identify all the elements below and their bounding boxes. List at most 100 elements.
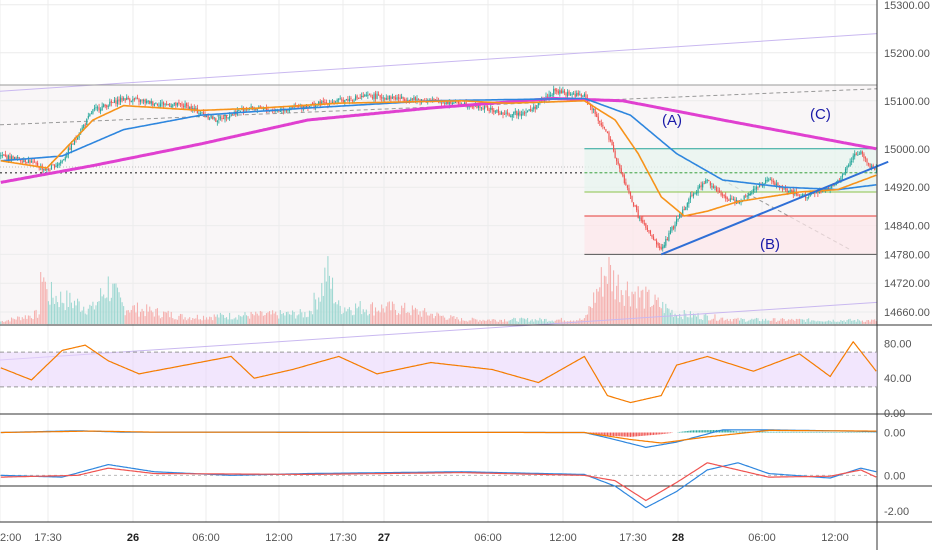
macd-histogram-bar (788, 432, 789, 433)
candle (212, 116, 213, 119)
macd-histogram-bar (619, 433, 620, 437)
volume-bar (181, 314, 182, 324)
macd-histogram-bar (737, 432, 738, 433)
candle-body (759, 185, 760, 187)
candle-body (487, 106, 488, 110)
volume-bar (168, 311, 169, 324)
candle-body (604, 127, 605, 128)
candle-body (51, 165, 52, 169)
volume-bar (263, 316, 264, 324)
volume-bar (377, 312, 378, 324)
candle-body (180, 103, 181, 104)
volume-bar (842, 321, 843, 324)
candle-body (369, 94, 370, 95)
candle-body (564, 91, 565, 93)
volume-bar (5, 321, 6, 324)
candle-body (43, 169, 44, 170)
volume-bar (750, 320, 751, 324)
candle-body (671, 227, 672, 231)
volume-bar (266, 313, 267, 324)
macd-axis-tick-label: 0.00 (884, 428, 905, 440)
candle-body (384, 98, 385, 99)
volume-bar (228, 319, 229, 324)
macd-histogram-bar (741, 432, 742, 433)
volume-bar (275, 312, 276, 324)
volume-bar (373, 316, 374, 324)
candle-body (624, 175, 625, 183)
volume-bar (585, 315, 586, 324)
candle-body (556, 90, 557, 92)
candle-body (707, 180, 708, 181)
volume-bar (796, 319, 797, 324)
candle-body (773, 181, 774, 182)
candle-body (217, 121, 218, 122)
candle-body (102, 106, 103, 110)
macd-histogram-bar (613, 433, 614, 436)
candle (685, 207, 686, 211)
volume-bar (99, 301, 100, 324)
macd-histogram-bar (731, 431, 732, 433)
candle-body (218, 117, 219, 120)
candle-body (340, 98, 341, 99)
candle-body (697, 187, 698, 193)
volume-bar (734, 319, 735, 324)
candle-body (621, 168, 622, 173)
macd-histogram-bar (770, 432, 771, 433)
macd-histogram-bar (805, 432, 806, 433)
volume-bar (406, 313, 407, 324)
volume-bar (332, 278, 333, 324)
volume-bar (82, 310, 83, 324)
macd-histogram-bar (625, 433, 626, 437)
candle-body (611, 140, 612, 145)
volume-bar (375, 307, 376, 324)
volume-bar (60, 292, 61, 324)
volume-bar (837, 322, 838, 324)
volume-bar (301, 312, 302, 324)
candle-body (550, 95, 551, 96)
candle-body (184, 104, 185, 108)
volume-bar (682, 319, 683, 324)
volume-bar (524, 319, 525, 324)
volume-bar (443, 316, 444, 324)
volume-bar (174, 319, 175, 324)
candle-body (863, 154, 864, 158)
candle-body (642, 220, 643, 222)
volume-bar (304, 312, 305, 324)
volume-bar (235, 317, 236, 324)
macd-histogram-bar (659, 433, 660, 435)
volume-bar (224, 318, 225, 324)
candle-body (387, 99, 388, 100)
volume-bar (456, 317, 457, 324)
volume-bar (662, 302, 663, 324)
volume-bar (340, 306, 341, 324)
volume-bar (295, 319, 296, 324)
volume-bar (438, 314, 439, 324)
candle-body (86, 119, 87, 125)
candle-body (691, 195, 692, 196)
volume-bar (805, 322, 806, 324)
candle-body (536, 105, 537, 109)
candle-body (472, 106, 473, 107)
volume-bar (372, 302, 373, 324)
candle-body (280, 111, 281, 112)
volume-bar (214, 314, 215, 324)
candle-body (2, 155, 3, 156)
volume-bar (134, 305, 135, 324)
candle-body (52, 164, 53, 165)
candle-body (578, 93, 579, 95)
volume-bar (189, 317, 190, 324)
candle-body (120, 97, 121, 102)
volume-bar (527, 318, 528, 324)
candle-body (17, 157, 18, 158)
volume-bar (20, 320, 21, 324)
candle-body (484, 106, 485, 109)
volume-bar (100, 288, 101, 324)
macd-histogram-bar (817, 432, 818, 433)
candle-body (862, 152, 863, 154)
volume-bar (126, 310, 127, 324)
volume-bar (659, 307, 660, 324)
candle-body (350, 98, 351, 99)
volume-bar (40, 272, 41, 324)
